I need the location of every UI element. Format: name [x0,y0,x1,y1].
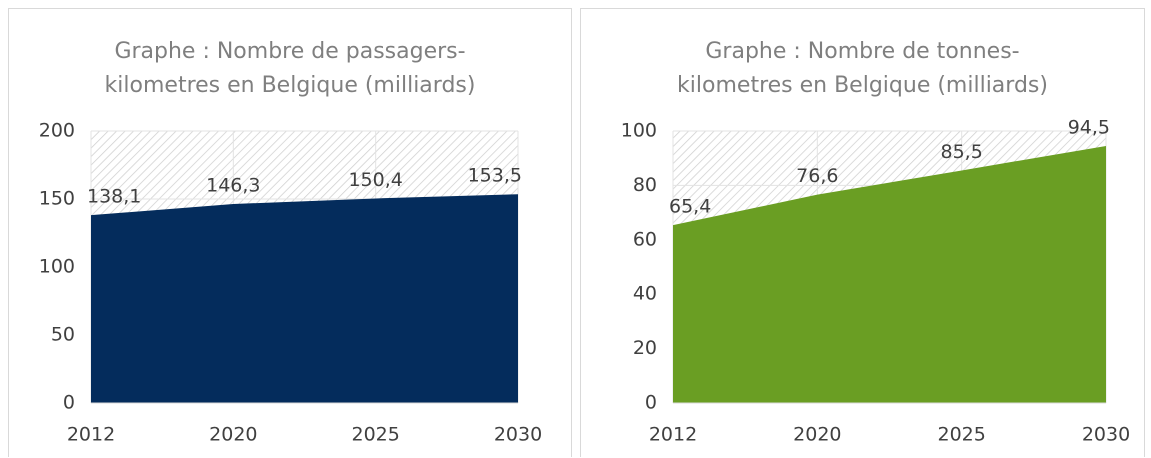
data-label: 150,4 [348,169,402,191]
chart-panel: 0 50 100 150 200 2012 2020 2025 2030 138,1 146,3 15… [8,8,572,457]
data-label: 153,5 [468,165,522,187]
y-tick-label: 40 [633,283,657,305]
x-tick-label: 2020 [793,424,841,446]
x-tick-label: 2025 [937,424,985,446]
chart: 0 20 40 60 80 100 2012 2020 2025 2030 65,4 76,6 85,5… [621,116,1130,446]
x-tick-label: 2020 [209,424,257,446]
data-label: 146,3 [206,175,260,197]
area [91,194,518,403]
x-tick-label: 2030 [494,424,542,446]
y-tick-label: 60 [633,228,657,250]
y-tick-label: 0 [645,392,657,414]
data-label: 85,5 [941,141,983,163]
data-label: 65,4 [669,196,711,218]
x-tick-label: 2012 [649,424,697,446]
y-tick-label: 0 [63,392,75,414]
y-tick-label: 200 [39,120,75,142]
data-label: 138,1 [87,186,141,208]
chart-title: Graphe : Nombre de tonnes-kilometres en … [677,39,1048,98]
y-tick-label: 50 [51,324,75,346]
x-tick-label: 2025 [351,424,399,446]
y-tick-label: 80 [633,174,657,196]
x-tick-label: 2030 [1082,424,1130,446]
chart-panel: 0 20 40 60 80 100 2012 2020 2025 2030 65,4 76,6 85,5… [580,8,1145,457]
chart: 0 50 100 150 200 2012 2020 2025 2030 138,1 146,3 15… [39,120,542,446]
y-tick-label: 150 [39,188,75,210]
data-label: 94,5 [1068,116,1110,138]
area [673,145,1106,403]
x-tick-label: 2012 [67,424,115,446]
chart-title: Graphe : Nombre de passagers-kilometres … [104,39,476,98]
y-tick-label: 20 [633,337,657,359]
data-label: 76,6 [796,165,838,187]
y-tick-label: 100 [621,120,657,142]
y-tick-label: 100 [39,256,75,278]
